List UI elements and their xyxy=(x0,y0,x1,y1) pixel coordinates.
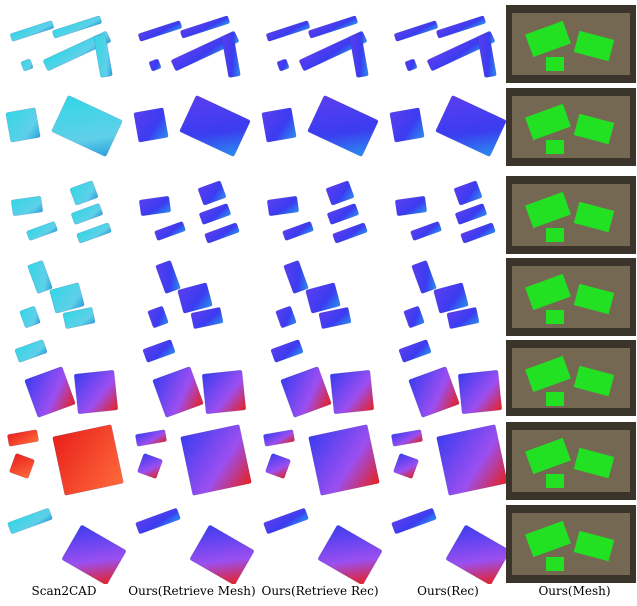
caption-retrieve-mesh: Ours(Retrieve Mesh) xyxy=(128,584,256,598)
render-cell-r2-c1 xyxy=(5,95,123,157)
render-cell-r4-c1 xyxy=(19,260,96,329)
render-cell-r3-c2 xyxy=(139,180,240,244)
render-cell-r5-c4 xyxy=(398,339,503,418)
render-cell-r2-c2 xyxy=(133,95,251,157)
render-cell-r7-c3 xyxy=(263,508,383,584)
caption-mesh: Ours(Mesh) xyxy=(538,584,611,598)
render-cell-r7-c2 xyxy=(135,508,255,584)
render-cell-r3-c1 xyxy=(11,180,112,244)
scene-photo-r1 xyxy=(506,5,636,83)
render-cell-r6-c3 xyxy=(263,424,380,496)
render-cell-r4-c2 xyxy=(147,260,224,329)
caption-retrieve-rec: Ours(Retrieve Rec) xyxy=(261,584,379,598)
scene-photo-r5 xyxy=(506,340,636,416)
render-cell-r5-c3 xyxy=(270,339,375,418)
scene-photo-r7 xyxy=(506,505,636,583)
render-cell-r6-c4 xyxy=(391,424,508,496)
render-cell-r6-c2 xyxy=(135,424,252,496)
render-cell-r3-c4 xyxy=(395,180,496,244)
caption-rec: Ours(Rec) xyxy=(417,584,479,598)
render-cell-r1-c1 xyxy=(10,15,113,78)
render-cell-r2-c4 xyxy=(389,95,507,157)
scene-photo-r4 xyxy=(506,258,636,336)
scene-photo-r3 xyxy=(506,176,636,254)
render-cell-r5-c1 xyxy=(14,339,119,418)
scene-photo-r6 xyxy=(506,422,636,500)
render-cell-r4-c4 xyxy=(403,260,480,329)
render-cell-r1-c4 xyxy=(394,15,497,78)
render-cell-r7-c4 xyxy=(391,508,511,584)
render-cell-r1-c3 xyxy=(266,15,369,78)
render-cell-r1-c2 xyxy=(138,15,241,78)
caption-scan2cad: Scan2CAD xyxy=(31,584,97,598)
render-cell-r3-c3 xyxy=(267,180,368,244)
render-cell-r4-c3 xyxy=(275,260,352,329)
render-cell-r7-c1 xyxy=(7,508,127,584)
render-cell-r5-c2 xyxy=(142,339,247,418)
render-cell-r6-c1 xyxy=(7,424,124,496)
reconstruction-grid xyxy=(5,5,636,584)
render-cell-r2-c3 xyxy=(261,95,379,157)
scene-photo-r2 xyxy=(506,88,636,166)
